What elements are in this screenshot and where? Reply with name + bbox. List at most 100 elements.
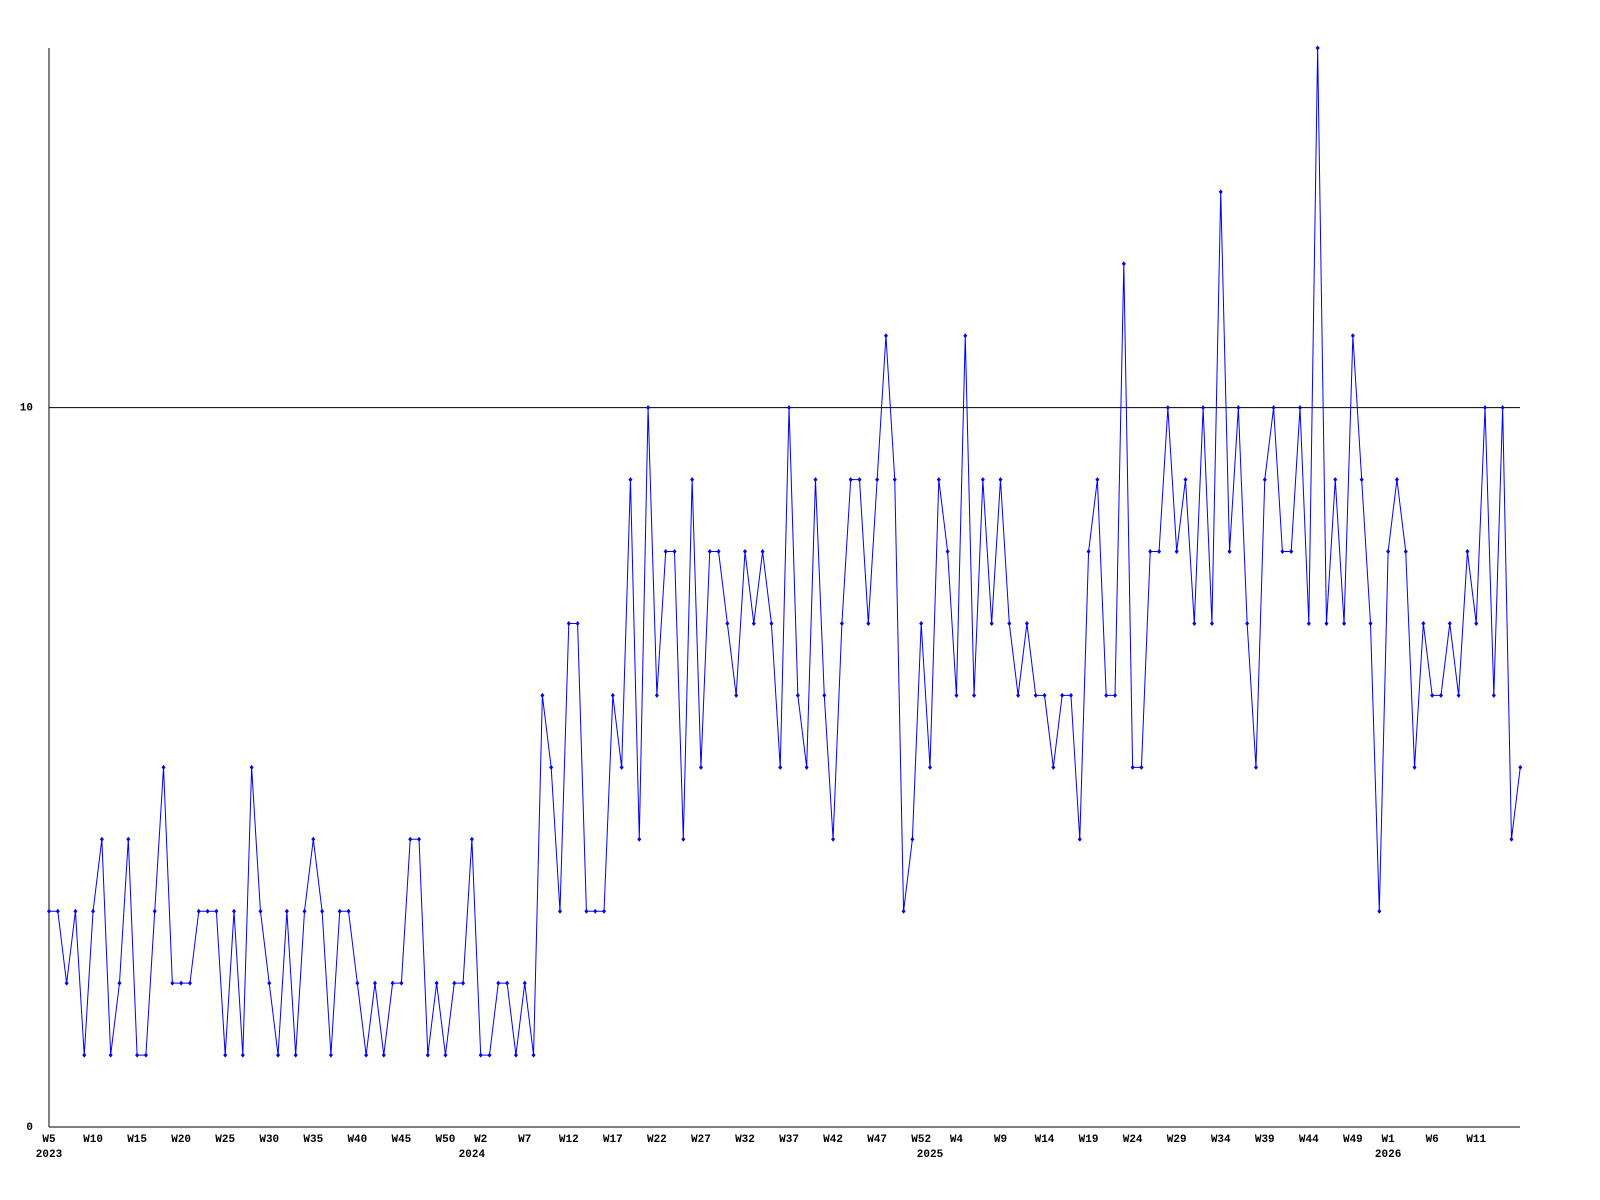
data-point xyxy=(505,980,510,986)
data-point xyxy=(1068,692,1073,698)
data-point xyxy=(1333,477,1338,483)
data-point xyxy=(1509,836,1514,842)
data-point xyxy=(258,908,263,914)
data-point xyxy=(531,1052,536,1058)
x-tick-label: W11 xyxy=(1466,1134,1486,1146)
data-point xyxy=(1262,477,1267,483)
x-tick-label: W29 xyxy=(1167,1134,1187,1146)
data-point xyxy=(1209,620,1214,626)
data-point xyxy=(584,908,589,914)
x-tick-label: W2 xyxy=(474,1134,487,1146)
data-point xyxy=(760,549,765,555)
data-point xyxy=(1483,405,1488,411)
data-point xyxy=(284,908,289,914)
data-point xyxy=(980,477,985,483)
x-tick-label: W35 xyxy=(303,1134,323,1146)
data-point xyxy=(936,477,941,483)
data-point xyxy=(831,836,836,842)
data-point xyxy=(857,477,862,483)
data-point xyxy=(1447,620,1452,626)
data-point xyxy=(557,908,562,914)
data-point xyxy=(972,692,977,698)
data-point xyxy=(769,620,774,626)
data-point xyxy=(628,477,633,483)
data-point xyxy=(681,836,686,842)
data-point xyxy=(152,908,157,914)
data-point xyxy=(593,908,598,914)
data-point xyxy=(1350,333,1355,339)
x-tick-label: W30 xyxy=(259,1134,279,1146)
data-point xyxy=(320,908,325,914)
data-point xyxy=(575,620,580,626)
data-point xyxy=(549,764,554,770)
data-point xyxy=(408,836,413,842)
data-point xyxy=(1359,477,1364,483)
data-point xyxy=(540,692,545,698)
data-point xyxy=(1421,620,1426,626)
data-point xyxy=(998,477,1003,483)
data-point xyxy=(1227,549,1232,555)
data-point xyxy=(443,1052,448,1058)
x-tick-label: W19 xyxy=(1079,1134,1099,1146)
data-point xyxy=(1271,405,1276,411)
data-point xyxy=(637,836,642,842)
data-point xyxy=(232,908,237,914)
data-line xyxy=(49,47,1521,1056)
data-point xyxy=(892,477,897,483)
data-point xyxy=(698,764,703,770)
data-point xyxy=(1315,45,1320,51)
data-point xyxy=(1077,836,1082,842)
data-point xyxy=(663,549,668,555)
x-tick-label: W47 xyxy=(867,1134,887,1146)
x-tick-label: W34 xyxy=(1211,1134,1231,1146)
data-point xyxy=(901,908,906,914)
data-point xyxy=(91,908,96,914)
data-point xyxy=(778,764,783,770)
data-point xyxy=(337,908,342,914)
data-point xyxy=(1130,764,1135,770)
data-point xyxy=(487,1052,492,1058)
data-point xyxy=(1148,549,1153,555)
data-point xyxy=(1386,549,1391,555)
data-point xyxy=(276,1052,281,1058)
data-point xyxy=(875,477,880,483)
data-point xyxy=(64,980,69,986)
data-point xyxy=(883,333,888,339)
x-tick-label: W40 xyxy=(347,1134,367,1146)
data-point xyxy=(1007,620,1012,626)
data-point xyxy=(1412,764,1417,770)
data-point xyxy=(1060,692,1065,698)
data-point xyxy=(1086,549,1091,555)
x-tick-label: W12 xyxy=(559,1134,579,1146)
data-point xyxy=(1104,692,1109,698)
data-point xyxy=(1298,405,1303,411)
data-point xyxy=(646,405,651,411)
data-point xyxy=(1500,405,1505,411)
x-tick-label: W39 xyxy=(1255,1134,1275,1146)
data-point xyxy=(1174,549,1179,555)
data-point xyxy=(1113,692,1118,698)
data-point xyxy=(1139,764,1144,770)
data-point xyxy=(143,1052,148,1058)
data-point xyxy=(1165,405,1170,411)
x-tick-label: W17 xyxy=(603,1134,623,1146)
data-point xyxy=(1342,620,1347,626)
x-tick-label: W22 xyxy=(647,1134,667,1146)
data-point xyxy=(804,764,809,770)
data-point xyxy=(461,980,466,986)
data-point xyxy=(1192,620,1197,626)
data-point xyxy=(399,980,404,986)
data-point xyxy=(1280,549,1285,555)
data-point xyxy=(734,692,739,698)
data-point xyxy=(311,836,316,842)
x-tick-label: W4 xyxy=(950,1134,964,1146)
x-tick-label: W5 xyxy=(42,1134,56,1146)
x-year-label: 2024 xyxy=(459,1149,486,1161)
data-point xyxy=(1430,692,1435,698)
x-tick-label: W1 xyxy=(1382,1134,1396,1146)
data-point xyxy=(170,980,175,986)
x-tick-label: W10 xyxy=(83,1134,103,1146)
x-tick-label: W42 xyxy=(823,1134,843,1146)
